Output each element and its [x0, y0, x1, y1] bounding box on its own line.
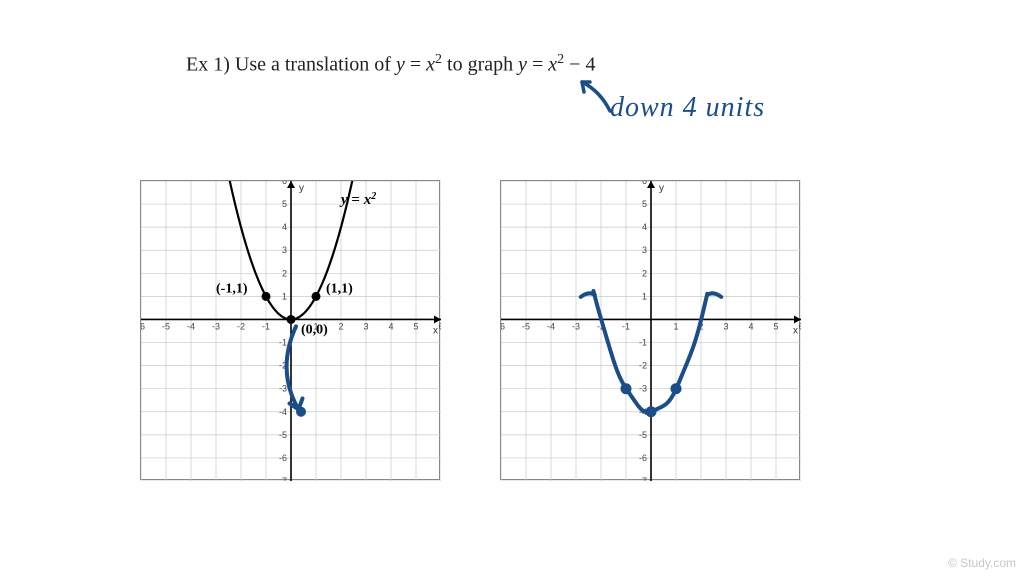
svg-text:(0,0): (0,0) — [301, 322, 328, 337]
left-chart-svg: -6-5-4-3-2-1123456-7-6-5-4-3-2-1123456yx… — [141, 181, 441, 481]
svg-text:y: y — [659, 183, 664, 194]
svg-text:3: 3 — [363, 321, 368, 331]
svg-text:4: 4 — [748, 321, 753, 331]
svg-text:5: 5 — [773, 321, 778, 331]
eq2-eq: = — [527, 54, 548, 76]
svg-text:-4: -4 — [187, 321, 195, 331]
eq2-y: y — [518, 54, 527, 76]
svg-text:2: 2 — [338, 321, 343, 331]
svg-text:-1: -1 — [262, 321, 270, 331]
svg-text:(-1,1): (-1,1) — [216, 281, 248, 296]
eq1-y: y — [396, 54, 405, 76]
eq1-eq: = — [405, 54, 426, 76]
svg-text:3: 3 — [723, 321, 728, 331]
eq2-tail: − 4 — [564, 54, 595, 76]
svg-text:1: 1 — [282, 291, 287, 301]
svg-text:-6: -6 — [279, 453, 287, 463]
svg-text:x: x — [433, 325, 438, 336]
svg-text:5: 5 — [282, 199, 287, 209]
svg-text:-3: -3 — [639, 384, 647, 394]
watermark: © Study.com — [948, 556, 1016, 570]
svg-text:5: 5 — [413, 321, 418, 331]
right-chart-svg: -6-5-4-3-2-1123456-7-6-5-4-3-2-1123456yx — [501, 181, 801, 481]
svg-text:3: 3 — [642, 245, 647, 255]
svg-text:3: 3 — [282, 245, 287, 255]
svg-text:-1: -1 — [639, 338, 647, 348]
svg-text:1: 1 — [642, 291, 647, 301]
svg-text:-6: -6 — [501, 321, 505, 331]
svg-text:-3: -3 — [572, 321, 580, 331]
svg-text:5: 5 — [642, 199, 647, 209]
svg-text:6: 6 — [798, 321, 801, 331]
svg-text:-3: -3 — [279, 384, 287, 394]
svg-text:x: x — [793, 325, 798, 336]
svg-text:6: 6 — [642, 181, 647, 186]
svg-text:2: 2 — [642, 268, 647, 278]
svg-text:4: 4 — [642, 222, 647, 232]
eq1-x: x — [426, 54, 435, 76]
svg-text:-5: -5 — [162, 321, 170, 331]
left-chart: -6-5-4-3-2-1123456-7-6-5-4-3-2-1123456yx… — [140, 180, 440, 480]
svg-text:-4: -4 — [279, 407, 287, 417]
example-title: Ex 1) Use a translation of y = x2 to gra… — [186, 52, 595, 77]
svg-text:-4: -4 — [547, 321, 555, 331]
svg-text:-2: -2 — [237, 321, 245, 331]
svg-text:-1: -1 — [279, 338, 287, 348]
svg-text:y: y — [299, 183, 304, 194]
svg-text:4: 4 — [388, 321, 393, 331]
svg-text:4: 4 — [282, 222, 287, 232]
svg-text:-5: -5 — [522, 321, 530, 331]
svg-text:-7: -7 — [639, 476, 647, 481]
svg-text:-5: -5 — [639, 430, 647, 440]
eq2-x: x — [548, 54, 557, 76]
svg-text:2: 2 — [282, 268, 287, 278]
svg-text:y = x2: y = x2 — [339, 191, 376, 209]
svg-text:-3: -3 — [212, 321, 220, 331]
annotation-text: down 4 units — [610, 92, 765, 124]
svg-text:-1: -1 — [622, 321, 630, 331]
svg-text:(1,1): (1,1) — [326, 281, 353, 296]
title-prefix: Ex 1) Use a translation of — [186, 54, 396, 76]
right-chart: -6-5-4-3-2-1123456-7-6-5-4-3-2-1123456yx — [500, 180, 800, 480]
svg-text:-6: -6 — [141, 321, 145, 331]
svg-text:-6: -6 — [639, 453, 647, 463]
svg-text:6: 6 — [282, 181, 287, 186]
svg-text:-5: -5 — [279, 430, 287, 440]
svg-text:6: 6 — [438, 321, 441, 331]
svg-text:1: 1 — [673, 321, 678, 331]
eq1-exp: 2 — [435, 52, 442, 67]
title-mid: to graph — [442, 54, 518, 76]
svg-text:-7: -7 — [279, 476, 287, 481]
svg-text:-2: -2 — [639, 361, 647, 371]
